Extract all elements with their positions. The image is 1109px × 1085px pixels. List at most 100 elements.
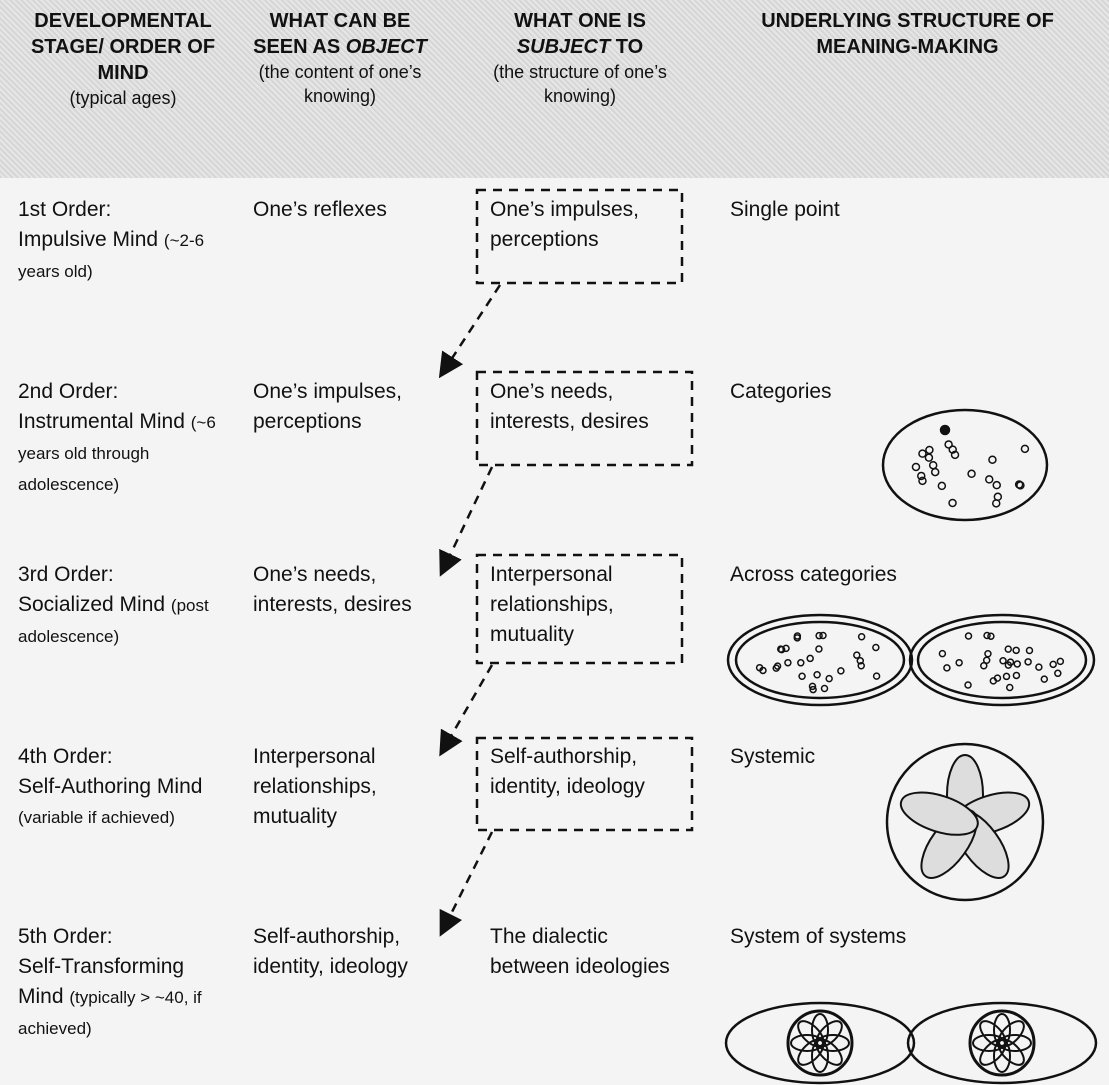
dot — [1013, 660, 1021, 668]
petal — [899, 791, 979, 836]
header-title: WHAT ONE IS — [514, 10, 646, 32]
subject-cell: Interpersonal relationships, mutuality — [490, 563, 614, 646]
diagrams — [724, 408, 1098, 1085]
stage-mind: Self-Transforming Mind — [18, 955, 185, 1008]
category-ellipse — [908, 613, 1096, 707]
dashed-box — [475, 188, 684, 285]
stage-cell: 5th Order: Self-Transforming Mind (typica… — [18, 922, 230, 1044]
dot — [948, 445, 957, 454]
dot — [1006, 658, 1015, 666]
dot — [918, 476, 927, 486]
dot — [857, 662, 865, 670]
dot — [784, 658, 792, 667]
dot — [808, 682, 817, 691]
dot — [944, 440, 953, 449]
header-title: WHAT CAN BE SEEN AS — [253, 10, 411, 58]
dot — [1016, 481, 1025, 490]
dot — [1056, 657, 1065, 666]
dot — [984, 475, 994, 484]
dot — [980, 661, 988, 670]
arrow — [439, 466, 494, 577]
structure-cell: Categories — [730, 380, 832, 403]
header-title-em: SUBJECT — [516, 36, 611, 58]
structure-cell: System of systems — [730, 925, 907, 948]
subject-cell: Self-authorship, identity, ideology — [490, 745, 645, 798]
header-note: (typical ages) — [69, 88, 177, 108]
dot — [755, 663, 764, 672]
stage-order: 1st Order: — [18, 198, 112, 221]
dot — [1025, 646, 1034, 655]
dot — [806, 654, 814, 663]
dot — [819, 631, 827, 640]
dot — [773, 662, 782, 670]
header-band — [0, 0, 1109, 178]
header-title: UNDERLYING STRUCTURE OF MEANING-MAKING — [761, 10, 1054, 58]
dot — [928, 460, 938, 470]
dot — [1002, 672, 1011, 681]
petal — [790, 1034, 824, 1052]
dot — [777, 645, 785, 653]
dot — [815, 645, 823, 653]
dashed-box — [475, 553, 684, 665]
arrow — [438, 284, 502, 379]
dot — [856, 657, 865, 665]
dot — [939, 424, 951, 436]
stage-order: 2nd Order: — [18, 380, 119, 403]
dot — [930, 467, 940, 477]
dot — [917, 471, 926, 481]
dot — [1049, 660, 1057, 669]
stage-mind: Socialized Mind — [18, 593, 166, 616]
system-ellipse — [906, 1001, 1098, 1085]
dot — [992, 480, 1001, 490]
header-cell: DEVELOPMENTAL STAGE/ ORDER OF MIND (typi… — [8, 8, 238, 110]
header-title-em: OBJECT — [345, 36, 427, 58]
dot — [1035, 663, 1043, 671]
stage-cell: 4th Order: Self-Authoring Mind (variable … — [18, 742, 230, 833]
dot — [857, 633, 866, 641]
structure-cell: Across categories — [730, 563, 897, 586]
structure-cell: Systemic — [730, 745, 816, 768]
subject-cell: One’s needs, interests, desires — [490, 380, 649, 433]
dot — [948, 498, 957, 508]
header-title: TO — [615, 36, 644, 58]
stage-order: 4th Order: — [18, 745, 113, 768]
arrow — [439, 664, 494, 757]
dot — [967, 469, 976, 479]
system-ellipse — [724, 1001, 916, 1085]
dot — [798, 672, 806, 681]
header-cell: WHAT CAN BE SEEN AS OBJECT (the content … — [245, 8, 435, 108]
dot — [988, 455, 997, 464]
dot — [925, 445, 934, 455]
dot — [984, 649, 992, 658]
dot — [853, 651, 861, 659]
subject-cell: One’s impulses, perceptions — [490, 198, 640, 251]
dot — [797, 659, 805, 667]
dot — [1012, 671, 1021, 680]
header-note: (the content of one’s knowing) — [258, 62, 422, 106]
dot — [809, 685, 817, 694]
stage-order: 5th Order: — [18, 925, 113, 948]
object-cell: One’s reflexes — [253, 198, 387, 221]
dot — [999, 657, 1007, 665]
petal — [979, 1020, 1007, 1048]
stage-mind: Impulsive Mind — [18, 228, 159, 251]
dot — [924, 453, 934, 462]
dot — [815, 631, 823, 640]
object-cell: One’s impulses, perceptions — [253, 380, 403, 433]
dot — [837, 667, 845, 675]
object-cell: Interpersonal relationships, mutuality — [253, 745, 377, 828]
system-circle — [885, 742, 1045, 902]
dot — [1024, 658, 1032, 666]
dot — [993, 674, 1002, 682]
dot — [1005, 683, 1014, 692]
dot — [983, 631, 991, 640]
dot — [987, 632, 995, 640]
dot — [964, 681, 972, 689]
stage-ages: (post adolescence) — [18, 596, 209, 646]
dot — [1020, 444, 1030, 454]
dot — [950, 450, 960, 460]
header-cell: WHAT ONE IS SUBJECT TO (the structure of… — [480, 8, 680, 108]
dot — [793, 632, 802, 640]
